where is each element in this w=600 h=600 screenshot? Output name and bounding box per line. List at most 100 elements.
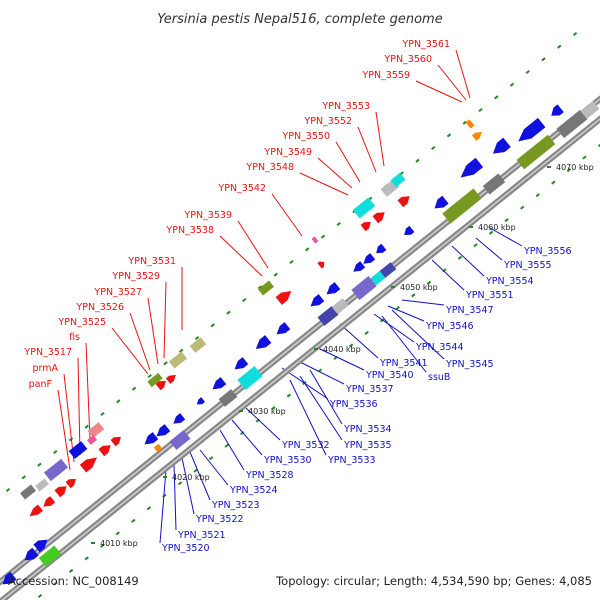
lower-gene-label: YPN_3522 xyxy=(195,514,244,525)
genome-backbone xyxy=(0,95,600,600)
scale-tick-mark xyxy=(469,226,473,228)
backbone-line-highlight xyxy=(0,98,600,583)
lower-gene-label: YPN_3547 xyxy=(445,305,494,316)
lower-gene-arrow xyxy=(326,282,341,295)
upper-gene-label: YPN_3529 xyxy=(111,271,160,282)
lower-label-leader xyxy=(391,309,445,360)
guide-dot xyxy=(224,443,229,448)
guide-dot xyxy=(462,120,467,125)
upper-gene-arrow xyxy=(372,212,385,224)
guide-dot xyxy=(509,82,515,87)
upper-gene-arrow xyxy=(397,196,410,208)
lower-gene-box xyxy=(218,389,238,407)
lower-gene-label: YPN_3528 xyxy=(245,470,294,481)
guide-dot xyxy=(289,259,294,265)
upper-gene-label: YPN_3531 xyxy=(127,256,176,267)
lower-gene-label: YPN_3536 xyxy=(329,399,378,410)
guide-dot xyxy=(411,293,416,298)
lower-gene-label: YPN_3556 xyxy=(523,246,572,257)
upper-label-leader xyxy=(147,297,159,365)
scale-tick-label: 4020 kbp xyxy=(172,473,210,482)
scale-tick-mark xyxy=(314,348,318,350)
lower-gene-label: YPN_3541 xyxy=(379,358,428,369)
guide-dot xyxy=(478,107,483,113)
lower-gene-label: YPN_3554 xyxy=(485,276,534,287)
lower-gene-label: YPN_3546 xyxy=(425,321,474,332)
dotted-guides xyxy=(5,31,600,599)
upper-gene-box xyxy=(311,236,319,244)
upper-label-leader xyxy=(317,157,353,189)
upper-gene-arrow xyxy=(79,457,98,473)
gene-features xyxy=(2,101,600,585)
upper-gene-label: YPN_3538 xyxy=(165,225,214,236)
upper-label-leader xyxy=(271,193,303,237)
guide-dot xyxy=(551,180,556,185)
upper-gene-label: YPN_3542 xyxy=(217,183,266,194)
upper-label-leader xyxy=(415,80,463,103)
guide-dot xyxy=(37,462,42,467)
lower-gene-label: YPN_3533 xyxy=(327,455,376,466)
lower-gene-box xyxy=(153,443,163,453)
lower-gene-label: YPN_3544 xyxy=(415,342,464,353)
lower-gene-label: YPN_3535 xyxy=(343,440,392,451)
upper-gene-box xyxy=(87,422,105,438)
guide-dot xyxy=(572,31,578,37)
gene-labels: panF prmA YPN_3517 fis YPN_3525 YPN_3526 YPN_3… xyxy=(23,39,571,554)
lower-gene-arrow xyxy=(404,225,415,236)
upper-label-leader xyxy=(455,49,471,99)
lower-gene-box xyxy=(169,430,191,450)
upper-gene-label: YPN_3550 xyxy=(281,131,330,142)
guide-dot xyxy=(208,456,214,461)
topology-summary: Topology: circular; Length: 4,534,590 bp… xyxy=(275,574,592,588)
guide-dot xyxy=(131,386,137,391)
guide-dot xyxy=(84,556,89,561)
upper-gene-box xyxy=(43,458,69,482)
upper-gene-box xyxy=(258,280,274,296)
guide-dot xyxy=(5,487,11,493)
lower-gene-arrow xyxy=(156,424,171,437)
upper-label-leader xyxy=(129,312,151,371)
upper-gene-label: YPN_3517 xyxy=(23,347,72,358)
upper-gene-label: prmA xyxy=(32,363,58,374)
lower-gene-arrow xyxy=(173,413,186,424)
lower-label-leader xyxy=(181,457,195,515)
lower-gene-arrow xyxy=(376,243,387,254)
guide-dot xyxy=(273,272,278,277)
guide-dot xyxy=(582,155,587,160)
lower-gene-arrow xyxy=(310,294,325,307)
guide-dot xyxy=(100,411,105,417)
guide-dot xyxy=(557,44,562,49)
guide-dot xyxy=(446,133,452,138)
lower-gene-label: YPN_3555 xyxy=(503,260,552,271)
scale-ticks: 4010 kbp 4020 kbp 4030 kbp 4040 kbp 4050 kbp… xyxy=(91,163,594,548)
upper-label-leader xyxy=(57,389,71,471)
scale-tick-mark xyxy=(91,542,95,544)
upper-label-leader xyxy=(219,235,263,277)
scale-tick-mark xyxy=(163,476,167,478)
scale-tick-label: 4060 kbp xyxy=(478,223,516,232)
guide-dot xyxy=(179,348,184,353)
lower-label-leader xyxy=(199,449,229,486)
scale-tick-mark xyxy=(391,286,395,288)
upper-gene-arrow xyxy=(471,131,482,141)
scale-tick-mark xyxy=(239,410,243,412)
lower-label-leader xyxy=(339,323,379,359)
lower-label-leader xyxy=(281,367,329,400)
upper-gene-label: YPN_3527 xyxy=(93,287,142,298)
guide-dot xyxy=(177,481,183,486)
upper-label-leader xyxy=(437,64,467,101)
lower-label-leader xyxy=(373,313,415,343)
lower-gene-box xyxy=(379,262,397,278)
lower-gene-arrow xyxy=(144,432,159,445)
upper-label-leader xyxy=(335,141,361,183)
lower-label-leader xyxy=(475,237,503,261)
guide-dot xyxy=(457,255,463,260)
lower-gene-box xyxy=(370,270,386,286)
guide-dot xyxy=(597,142,600,148)
guide-dot xyxy=(566,168,572,173)
upper-gene-label: YPN_3559 xyxy=(361,70,410,81)
guide-dot xyxy=(286,393,292,398)
upper-gene-arrow xyxy=(275,290,292,305)
backbone-line-inner-highlight xyxy=(1,118,600,600)
